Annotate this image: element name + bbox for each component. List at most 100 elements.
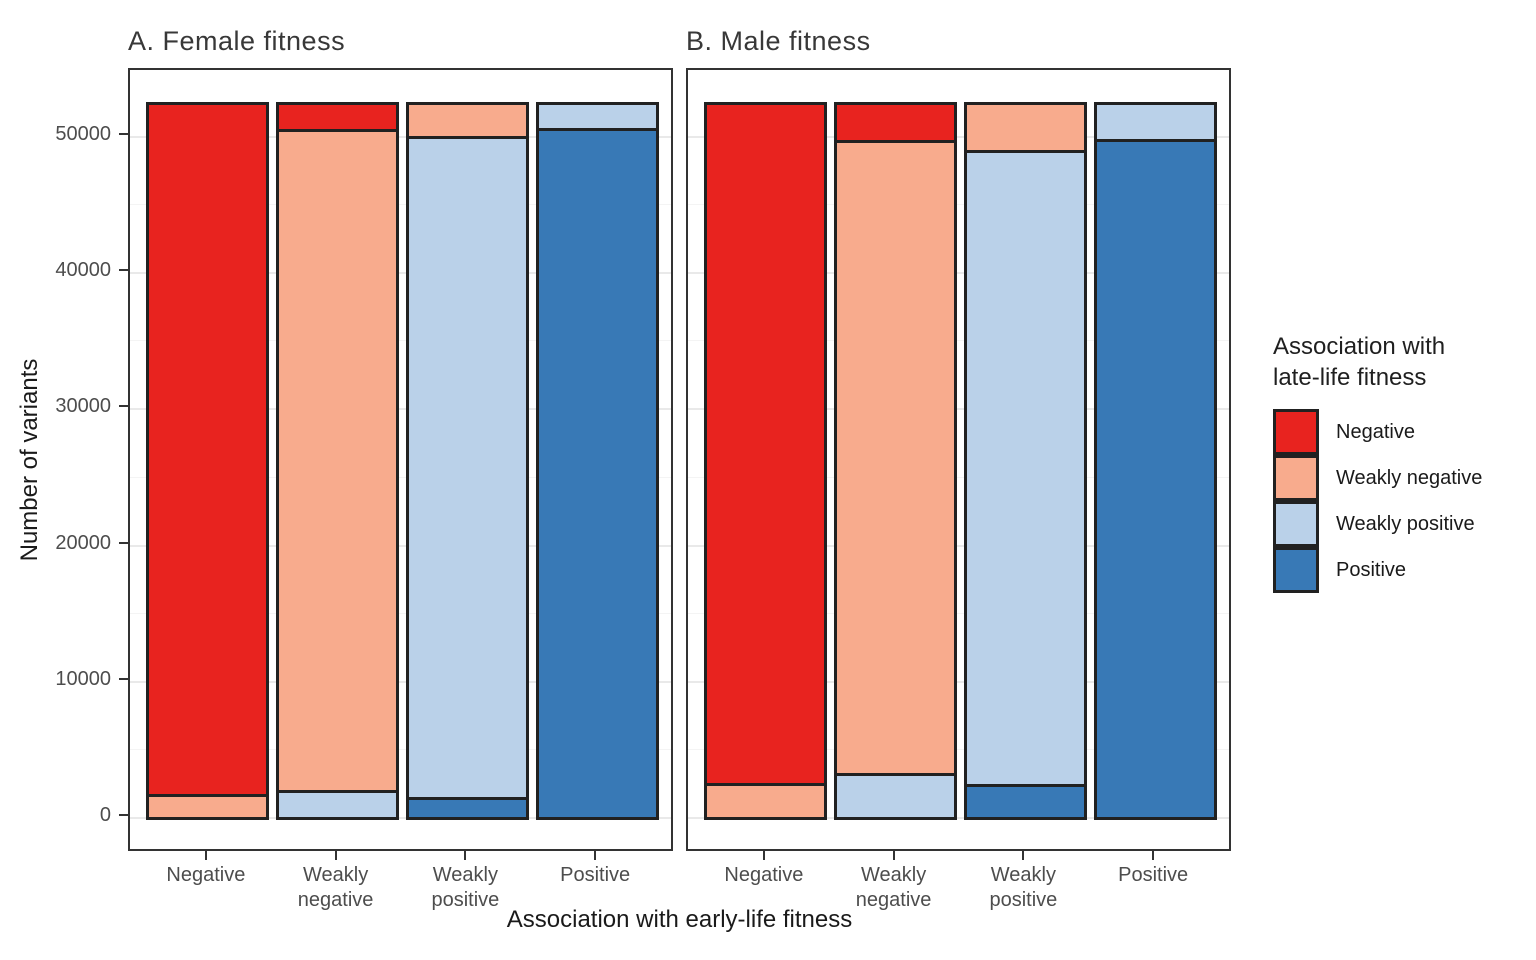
x-tick-mark: [334, 851, 337, 860]
gridline-minor: [130, 476, 671, 478]
x-tick-label: Negative: [724, 864, 804, 886]
y-tick-label: 20000: [55, 531, 111, 554]
y-axis-title: Number of variants: [16, 358, 43, 562]
bar-segment-weakly-negative: [966, 104, 1084, 150]
y-tick-label: 50000: [55, 123, 111, 145]
legend-swatch-negative: [1273, 409, 1319, 455]
bar-segment-weakly-positive: [408, 135, 526, 797]
bar-segment-negative: [837, 104, 955, 141]
gridline-minor: [130, 204, 671, 206]
gridline-major: [130, 680, 671, 683]
y-tick-mark: [119, 677, 128, 680]
x-tick-label: Negative: [166, 864, 246, 886]
y-tick-label: 0: [99, 804, 111, 826]
gridline-minor: [688, 340, 1229, 342]
legend-items: Negative Weakly negative Weakly positive…: [1273, 409, 1482, 593]
x-tick-mark: [892, 851, 895, 860]
stacked-bar-weakly-negative: [834, 101, 958, 820]
panel-a-title: A. Female fitness: [128, 26, 346, 56]
legend-item-weakly-negative: Weakly negative: [1273, 455, 1482, 501]
stacked-bar-weakly-positive: [963, 101, 1087, 820]
bar-segment-weakly-negative: [408, 104, 526, 136]
x-tick-mark: [762, 851, 765, 860]
bar-segment-weakly-positive: [538, 104, 656, 128]
bar-segment-weakly-positive: [966, 149, 1084, 785]
x-tick-label: Positive: [1118, 864, 1189, 886]
y-tick-mark: [119, 133, 128, 135]
x-tick-mark: [1022, 851, 1025, 860]
legend-item-weakly-positive: Weakly positive: [1273, 501, 1482, 547]
legend-swatch-positive: [1273, 547, 1319, 593]
x-tick-mark: [1152, 851, 1155, 860]
stacked-bar-positive: [1093, 101, 1217, 820]
gridline-major: [130, 272, 671, 275]
gridline-major: [130, 136, 671, 138]
stacked-bar-positive: [535, 101, 659, 820]
y-tick-mark: [119, 269, 128, 272]
gridline-minor: [130, 748, 671, 750]
y-tick-label: 40000: [55, 259, 111, 282]
y-tick-label: 30000: [55, 395, 111, 418]
gridline-major: [688, 680, 1229, 683]
bar-segment-weakly-negative: [149, 793, 267, 817]
x-tick-mark: [464, 851, 467, 860]
bar-segment-negative: [279, 104, 397, 130]
legend-label-weakly-positive: Weakly positive: [1336, 512, 1475, 535]
legend-label-weakly-negative: Weakly negative: [1336, 466, 1483, 489]
x-tick-mark: [204, 851, 207, 860]
stacked-bar-weakly-negative: [276, 101, 400, 820]
gridline-minor: [688, 204, 1229, 206]
x-tick-label: Weakly positive: [989, 864, 1058, 911]
legend-swatch-weakly-negative: [1273, 455, 1319, 501]
stacked-bar-negative: [146, 101, 270, 820]
bar-segment-positive: [966, 784, 1084, 817]
stacked-bar-weakly-positive: [405, 101, 529, 820]
bar-segment-positive: [408, 796, 526, 817]
panel-b-title: B. Male fitness: [686, 26, 871, 56]
gridline-major: [130, 544, 671, 547]
gridline-major: [688, 136, 1229, 138]
gridline-minor: [688, 748, 1229, 750]
panel-b-plot-area: [686, 68, 1231, 851]
bar-segment-negative: [149, 104, 267, 794]
legend-swatch-weakly-positive: [1273, 501, 1319, 547]
x-tick-label: Positive: [560, 864, 631, 886]
legend-item-positive: Positive: [1273, 547, 1482, 593]
gridline-major: [688, 817, 1229, 819]
x-tick-label: Weakly negative: [855, 864, 932, 911]
gridline-minor: [130, 340, 671, 342]
gridline-major: [130, 817, 671, 819]
gridline-major: [130, 408, 671, 411]
gridline-major: [688, 544, 1229, 547]
legend-label-negative: Negative: [1336, 420, 1415, 443]
bar-segment-weakly-negative: [707, 782, 825, 817]
x-tick-mark: [594, 851, 597, 860]
bar-segment-weakly-positive: [837, 773, 955, 817]
stacked-bar-negative: [704, 101, 828, 820]
x-tick-label: Weakly positive: [431, 864, 500, 911]
x-axis-title: Association with early-life fitness: [506, 906, 853, 933]
bar-segment-weakly-positive: [1096, 104, 1214, 139]
legend-item-negative: Negative: [1273, 409, 1482, 455]
y-tick-mark: [119, 814, 128, 816]
bar-segment-positive: [1096, 138, 1214, 817]
bar-segment-weakly-positive: [279, 789, 397, 817]
x-tick-label: Weakly negative: [297, 864, 374, 911]
y-tick-mark: [119, 541, 128, 544]
gridline-minor: [688, 612, 1229, 614]
legend-label-positive: Positive: [1336, 558, 1407, 581]
gridline-major: [688, 408, 1229, 411]
panel-a-plot-area: [128, 68, 673, 851]
bar-segment-weakly-negative: [279, 129, 397, 790]
legend-title: Association with late-life fitness: [1273, 333, 1446, 391]
y-tick-mark: [119, 405, 128, 408]
y-tick-label: 10000: [55, 667, 111, 690]
bar-segment-positive: [538, 127, 656, 817]
gridline-major: [688, 272, 1229, 275]
bar-segment-weakly-negative: [837, 140, 955, 774]
legend: Association with late-life fitness Negat…: [1273, 331, 1482, 593]
bar-segment-negative: [707, 104, 825, 783]
gridline-minor: [688, 476, 1229, 478]
gridline-minor: [130, 612, 671, 614]
